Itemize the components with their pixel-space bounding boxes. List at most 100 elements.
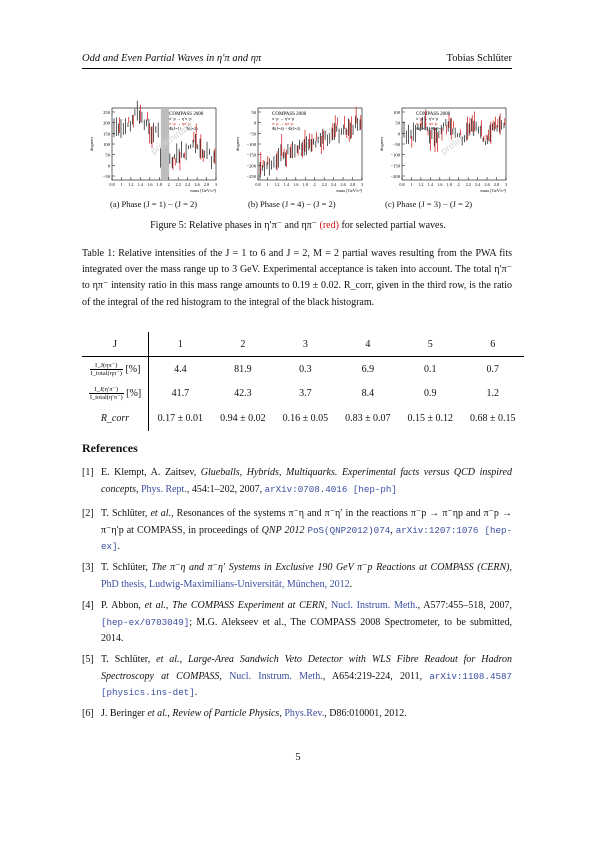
ref-title: Review of Particle Physics — [172, 708, 280, 719]
table-header-cell: 1 — [148, 332, 212, 357]
table-cell: 8.4 — [361, 387, 375, 399]
ref-journal-link[interactable]: Nucl. Instrum. Meth. — [330, 600, 418, 611]
x-tick-label: 1.4 — [284, 182, 290, 187]
x-tick-label: 2.8 — [204, 182, 209, 187]
y-tick-label: −200 — [391, 174, 401, 179]
table-cell: 3.7 — [299, 387, 312, 399]
legend-entry: Φ(J=1) − Φ(J=2) — [169, 126, 198, 131]
x-tick-label: 1.4 — [428, 182, 434, 187]
unit-label: [%] — [126, 387, 142, 399]
ref-journal-link[interactable]: Nucl. Instrum. Meth. — [229, 670, 323, 682]
ref-authors: T. Schlüter, — [101, 508, 151, 519]
intensity-table: J 1 2 3 4 5 6 I_J(ηπ⁻) I_total(ηπ⁻) [%] 4… — [82, 332, 524, 431]
y-tick-label: 100 — [103, 142, 111, 147]
ref-authors: T. Schlüter, — [101, 654, 157, 665]
table-row: I_J(ηπ⁻) I_total(ηπ⁻) [%] 4.4 81.9 0.3 6.… — [82, 356, 524, 381]
phase-plot-a: 250 200 150 100 50 0 −50 0.8 1 1.2 1.4 1.6 1.8 2 2.2 2.… — [89, 100, 217, 193]
subcaption-b: (b) Phase (J = 4) − (J = 2) — [248, 199, 336, 209]
phase-plot-b: 50 0 −50 −100 −150 −200 −250 0.8 1 1.2 1.4 1.6 1.8 2 2… — [235, 106, 363, 193]
reference-number: [2] — [82, 508, 94, 519]
references-heading: References — [82, 441, 138, 455]
table-cell: 0.15 ± 0.12 — [407, 412, 454, 424]
x-tick-label: 1.8 — [303, 182, 308, 187]
ref-pos-link[interactable]: PoS(QNP2012)074 — [307, 524, 391, 536]
x-tick-label: 2.8 — [494, 182, 499, 187]
x-tick-label: 2.6 — [484, 182, 489, 187]
figure-caption: Figure 5: Relative phases in η′π⁻ and ηπ… — [0, 220, 596, 231]
ref-arxiv-link[interactable]: arXiv:1207:1076 [hep-ex] — [101, 524, 513, 553]
header-rule — [82, 68, 512, 69]
x-tick-label: 3 — [505, 182, 507, 187]
ref-volume: , A654:219-224, 2011, — [322, 670, 430, 682]
reference-number: [4] — [82, 600, 94, 611]
reference-item: [1] E. Klempt, A. Zaitsev, Glueballs, Hy… — [82, 467, 512, 495]
figure-caption-red: (red) — [319, 220, 339, 231]
legend-entry: π⁻p → η′π⁻p — [416, 116, 438, 121]
y-tick-label: −150 — [247, 153, 257, 158]
x-tick-label: 2 — [458, 182, 460, 187]
figure-panel-a: 250 200 150 100 50 0 −50 0.8 1 1.2 1.4 1.6 1.8 2 2.2 2.… — [89, 100, 220, 218]
figure-caption-text: Figure 5: Relative phases in η′π⁻ and ηπ… — [150, 220, 320, 231]
ref-arxiv-link[interactable]: [hep-ex/0703049] — [101, 616, 190, 628]
ref-arxiv-link[interactable]: arXiv:1108.4587 [physics.ins-det] — [101, 670, 513, 699]
reference-item: [2] T. Schlüter, et al., Resonances of t… — [82, 508, 513, 553]
legend-entry: π⁻p → η′π⁻p — [169, 116, 191, 121]
y-tick-label: 150 — [103, 131, 111, 136]
legend-entry: COMPASS 2008 — [272, 112, 307, 117]
figure-panel-c: 100 50 0 −50 −100 −150 −200 0.8 1 1.2 1.4 1.6 1.8 2 2.… — [379, 100, 510, 218]
table-cell: 0.1 — [424, 363, 437, 375]
table-cell: 42.3 — [234, 387, 252, 399]
x-axis-label: mass [GeV/c²] — [336, 188, 362, 193]
ref-thesis-link[interactable]: PhD thesis, Ludwig-Maximilians-Universit… — [101, 578, 350, 590]
phase-plot-c: 100 50 0 −50 −100 −150 −200 0.8 1 1.2 1.4 1.6 1.8 2 2.… — [379, 107, 507, 193]
reference-number: [6] — [82, 708, 94, 719]
y-tick-label: 100 — [393, 110, 401, 115]
ref-etal: et al. — [156, 654, 180, 665]
legend-entry: π⁻p → ηπ⁻p — [272, 121, 293, 126]
table-header-cell: 5 — [399, 332, 462, 357]
table-header-cell: J — [82, 332, 149, 357]
ref-conference: QNP 2012 — [261, 524, 305, 536]
y-axis-label: degrees — [379, 137, 384, 151]
x-tick-label: 2.6 — [194, 182, 199, 187]
y-tick-label: 0 — [108, 163, 111, 168]
x-tick-label: 2.2 — [176, 182, 181, 187]
fraction-denominator: I_total(η′π⁻) — [89, 393, 123, 401]
ref-volume: , 454:1–202, 2007 — [186, 483, 260, 495]
ref-authors: P. Abbon, — [101, 600, 145, 611]
x-tick-label: 2.2 — [322, 182, 327, 187]
ref-arxiv-link[interactable]: arXiv:0708.4016 [hep-ph] — [264, 483, 397, 495]
x-tick-label: 0.8 — [255, 182, 260, 187]
x-tick-label: 1.2 — [418, 182, 423, 187]
x-axis-label: mass [GeV/c²] — [480, 188, 506, 193]
figure-panel-b: 50 0 −50 −100 −150 −200 −250 0.8 1 1.2 1.4 1.6 1.8 2 2… — [235, 100, 366, 218]
table-cell: 0.94 ± 0.02 — [220, 412, 266, 424]
table-cell: 0.7 — [486, 363, 500, 375]
table-header-cell: 3 — [274, 332, 337, 357]
y-tick-label: −200 — [247, 163, 257, 168]
x-tick-label: 1 — [120, 182, 122, 187]
table-cell: 0.68 ± 0.15 — [470, 412, 516, 424]
x-axis-label: mass [GeV/c²] — [190, 188, 216, 193]
y-axis-label: degrees — [235, 137, 240, 151]
table-cell: 6.9 — [361, 363, 375, 375]
table-cell: 4.4 — [174, 363, 187, 375]
ref-journal-link[interactable]: Phys. Rept. — [141, 483, 187, 495]
ref-journal-link[interactable]: Phys.Rev. — [284, 708, 325, 719]
ref-etal: et al. — [147, 708, 168, 719]
legend-entry: π⁻p → ηπ⁻p — [416, 121, 437, 126]
x-tick-label: 1.8 — [447, 182, 452, 187]
ref-volume: , A577:455–518, 2007 — [417, 600, 510, 611]
table-cell: 0.9 — [424, 387, 437, 399]
figure-caption-suffix: for selected partial waves. — [338, 220, 446, 231]
reference-number: [3] — [82, 562, 94, 573]
ref-authors: E. Klempt, A. Zaitsev, — [101, 467, 201, 478]
y-tick-label: 50 — [251, 110, 256, 115]
ref-title: The COMPASS Experiment at CERN — [172, 600, 325, 611]
table-caption: Table 1: Relative intensities of the J =… — [82, 248, 512, 308]
legend-entry: COMPASS 2008 — [169, 112, 204, 117]
y-tick-label: −150 — [391, 163, 401, 168]
y-tick-label: −250 — [247, 174, 257, 179]
table-row: R_corr 0.17 ± 0.01 0.94 ± 0.02 0.16 ± 0.… — [82, 405, 524, 431]
ref-title: , Resonances of the systems π⁻η and π⁻η′… — [101, 508, 512, 536]
